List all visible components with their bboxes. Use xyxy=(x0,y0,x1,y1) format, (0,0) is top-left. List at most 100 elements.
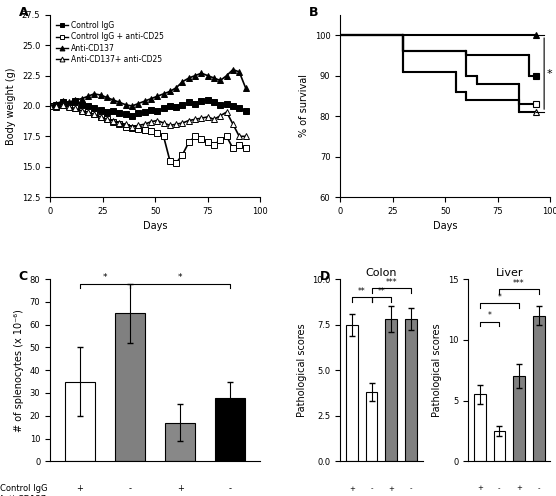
Text: A: A xyxy=(18,6,28,19)
Control IgG xyxy=(103,109,110,115)
Control IgG + anti-CD25 xyxy=(160,133,167,139)
Text: +: + xyxy=(177,484,183,493)
Anti-CD137 xyxy=(167,88,173,94)
Anti-CD137 xyxy=(91,91,97,97)
Control IgG xyxy=(242,108,249,114)
Text: -: - xyxy=(538,485,540,491)
Control IgG + anti-CD25 xyxy=(53,104,59,110)
Anti-CD137+ anti-CD25 xyxy=(128,124,135,129)
Anti-CD137 xyxy=(205,72,211,78)
Text: Control IgG: Control IgG xyxy=(0,484,47,493)
Anti-CD137 xyxy=(242,85,249,91)
Control IgG xyxy=(192,101,198,107)
Anti-CD137+ anti-CD25 xyxy=(205,114,211,120)
Text: *: * xyxy=(488,311,492,320)
Anti-CD137+ anti-CD25 xyxy=(141,121,148,127)
Text: -: - xyxy=(229,484,232,493)
Control IgG xyxy=(186,99,192,105)
Control IgG xyxy=(205,97,211,103)
Line: Control IgG: Control IgG xyxy=(47,97,249,119)
Anti-CD137+ anti-CD25 xyxy=(122,121,129,127)
Control IgG + anti-CD25 xyxy=(211,142,217,148)
Control IgG xyxy=(236,106,242,112)
Anti-CD137+ anti-CD25 xyxy=(173,121,180,127)
Anti-CD137+ anti-CD25 xyxy=(198,115,205,121)
Anti-CD137+ anti-CD25 xyxy=(103,117,110,123)
Text: +: + xyxy=(388,486,394,492)
Control IgG + anti-CD25 xyxy=(47,103,53,109)
Control IgG xyxy=(110,108,116,114)
Control IgG + anti-CD25 xyxy=(186,139,192,145)
Text: **: ** xyxy=(358,287,366,297)
Control IgG + anti-CD25 xyxy=(242,145,249,151)
Text: -: - xyxy=(370,486,373,492)
Bar xyxy=(513,376,525,461)
Anti-CD137 xyxy=(148,96,155,102)
Control IgG + anti-CD25 xyxy=(236,142,242,148)
Text: *: * xyxy=(103,273,107,283)
Anti-CD137+ anti-CD25 xyxy=(242,133,249,139)
Control IgG xyxy=(173,104,180,110)
Anti-CD137+ anti-CD25 xyxy=(59,102,66,108)
Anti-CD137 xyxy=(128,103,135,109)
Line: Anti-CD137+ anti-CD25: Anti-CD137+ anti-CD25 xyxy=(47,102,249,139)
Control IgG xyxy=(167,103,173,109)
X-axis label: Days: Days xyxy=(143,221,167,231)
Control IgG + anti-CD25 xyxy=(66,103,72,109)
Anti-CD137 xyxy=(47,103,53,109)
Anti-CD137 xyxy=(160,91,167,97)
Anti-CD137+ anti-CD25 xyxy=(116,120,123,126)
Text: D: D xyxy=(320,270,330,283)
Anti-CD137 xyxy=(78,96,85,102)
Y-axis label: Pathological scores: Pathological scores xyxy=(296,323,306,417)
Control IgG + anti-CD25 xyxy=(224,133,230,139)
Control IgG + anti-CD25 xyxy=(148,128,155,134)
Anti-CD137+ anti-CD25 xyxy=(148,119,155,125)
Control IgG + anti-CD25 xyxy=(135,126,142,132)
Control IgG + anti-CD25 xyxy=(122,124,129,129)
Anti-CD137+ anti-CD25 xyxy=(66,104,72,110)
Line: Anti-CD137: Anti-CD137 xyxy=(47,67,249,109)
Control IgG xyxy=(160,106,167,112)
Control IgG + anti-CD25 xyxy=(72,106,78,112)
Control IgG xyxy=(66,101,72,107)
Control IgG + anti-CD25 xyxy=(128,125,135,131)
Legend: Control IgG, Control IgG + anti-CD25, Anti-CD137, Anti-CD137+ anti-CD25: Control IgG, Control IgG + anti-CD25, An… xyxy=(54,19,167,66)
Anti-CD137 xyxy=(141,98,148,104)
Title: Liver: Liver xyxy=(495,268,523,278)
Anti-CD137+ anti-CD25 xyxy=(85,109,91,115)
Text: *: * xyxy=(546,68,552,78)
Control IgG + anti-CD25 xyxy=(91,112,97,118)
Y-axis label: % of survival: % of survival xyxy=(299,74,309,137)
Title: Colon: Colon xyxy=(366,268,397,278)
Anti-CD137 xyxy=(198,70,205,76)
Text: -: - xyxy=(128,484,132,493)
Control IgG + anti-CD25 xyxy=(78,108,85,114)
Control IgG xyxy=(198,98,205,104)
Control IgG + anti-CD25 xyxy=(205,139,211,145)
Control IgG + anti-CD25 xyxy=(85,109,91,115)
Anti-CD137+ anti-CD25 xyxy=(186,118,192,124)
Anti-CD137+ anti-CD25 xyxy=(224,109,230,115)
Text: +: + xyxy=(77,484,83,493)
Anti-CD137+ anti-CD25 xyxy=(53,103,59,109)
Anti-CD137 xyxy=(135,101,142,107)
Anti-CD137 xyxy=(85,93,91,99)
Y-axis label: Body weight (g): Body weight (g) xyxy=(6,67,16,145)
Anti-CD137 xyxy=(236,69,242,75)
Text: -: - xyxy=(410,486,412,492)
Anti-CD137+ anti-CD25 xyxy=(72,106,78,112)
Control IgG xyxy=(179,102,186,108)
Control IgG + anti-CD25 xyxy=(230,145,236,151)
Anti-CD137+ anti-CD25 xyxy=(217,113,224,119)
Bar xyxy=(385,319,397,461)
Anti-CD137+ anti-CD25 xyxy=(78,108,85,114)
Control IgG xyxy=(122,112,129,118)
Control IgG + anti-CD25 xyxy=(217,137,224,143)
X-axis label: Days: Days xyxy=(433,221,458,231)
Anti-CD137 xyxy=(211,75,217,81)
Anti-CD137 xyxy=(154,93,161,99)
Text: *: * xyxy=(498,293,502,302)
Anti-CD137 xyxy=(192,72,198,78)
Control IgG xyxy=(53,102,59,108)
